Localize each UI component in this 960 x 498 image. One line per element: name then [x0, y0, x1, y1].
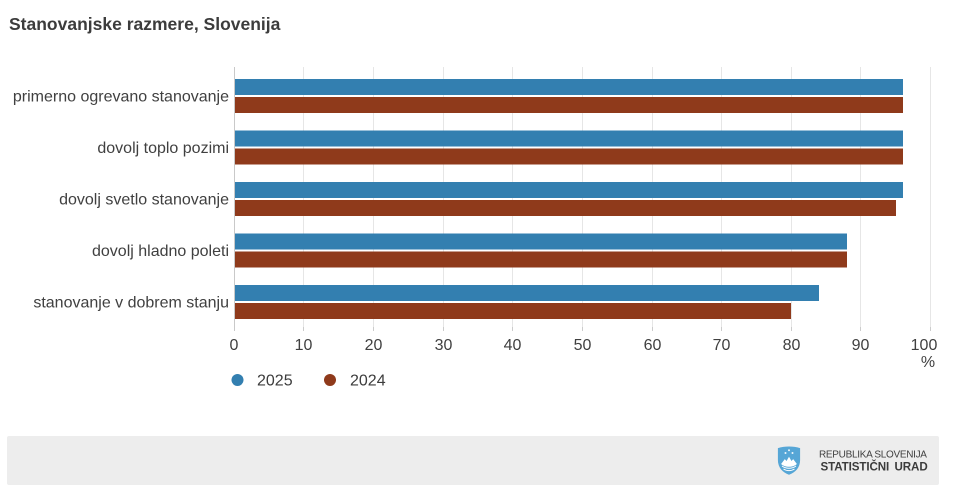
svg-text:90: 90 — [852, 337, 870, 354]
svg-text:40: 40 — [504, 337, 522, 354]
svg-text:dovolj toplo pozimi: dovolj toplo pozimi — [97, 140, 229, 157]
svg-text:%: % — [921, 354, 935, 371]
svg-text:primerno ogrevano stanovanje: primerno ogrevano stanovanje — [13, 89, 229, 106]
svg-text:REPUBLIKA SLOVENIJA: REPUBLIKA SLOVENIJA — [819, 450, 927, 461]
svg-text:dovolj svetlo stanovanje: dovolj svetlo stanovanje — [59, 192, 229, 209]
svg-text:50: 50 — [574, 337, 592, 354]
svg-text:STATISTIČNI URAD: STATISTIČNI URAD — [821, 461, 928, 474]
svg-text:20: 20 — [365, 337, 383, 354]
svg-text:70: 70 — [713, 337, 731, 354]
svg-text:10: 10 — [295, 337, 313, 354]
svg-text:30: 30 — [435, 337, 453, 354]
svg-text:stanovanje v dobrem stanju: stanovanje v dobrem stanju — [33, 295, 229, 312]
svg-text:Stanovanjske razmere, Slovenij: Stanovanjske razmere, Slovenija — [9, 14, 281, 34]
svg-text:2024: 2024 — [350, 373, 386, 390]
svg-text:100: 100 — [911, 337, 938, 354]
svg-text:60: 60 — [644, 337, 662, 354]
svg-text:dovolj hladno poleti: dovolj hladno poleti — [92, 243, 229, 260]
svg-text:2025: 2025 — [257, 373, 293, 390]
svg-text:80: 80 — [783, 337, 801, 354]
svg-text:0: 0 — [230, 337, 239, 354]
